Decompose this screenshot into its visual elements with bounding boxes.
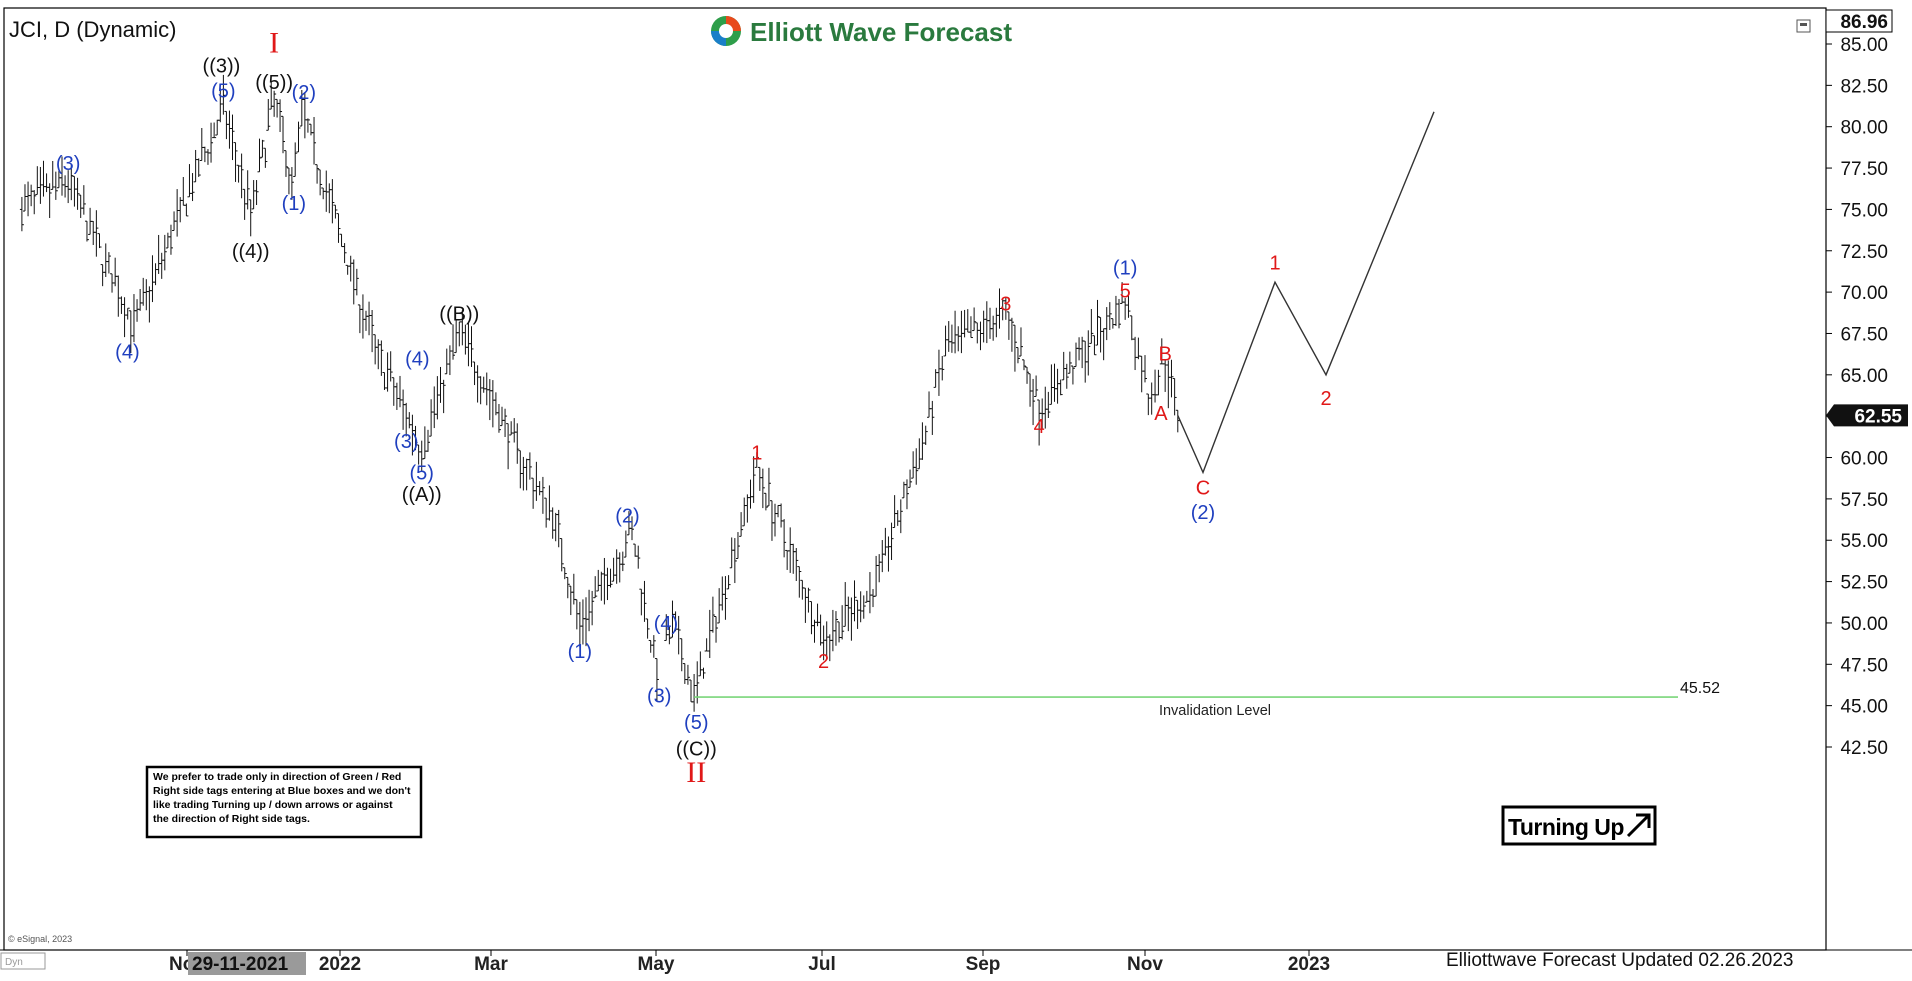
wave-label: (3) [56, 153, 80, 175]
updated-note: Elliottwave Forecast Updated 02.26.2023 [1446, 950, 1794, 971]
invalidation-value: 45.52 [1680, 680, 1720, 697]
wave-label: ((3)) [203, 56, 241, 78]
wave-label: (3) [647, 686, 671, 708]
invalidation-label: Invalidation Level [1159, 703, 1271, 719]
y-tick-label: 65.00 [1840, 366, 1888, 387]
y-tick-label: 80.00 [1840, 118, 1888, 139]
wave-label: II [686, 756, 706, 789]
restore-window-icon[interactable] [1796, 19, 1811, 33]
wave-label: (4) [405, 348, 429, 370]
brand-logo: Elliott Wave Forecast [711, 16, 1012, 47]
wave-label: (2) [292, 82, 316, 104]
y-tick-label: 72.50 [1840, 242, 1888, 263]
wave-label: 2 [1320, 388, 1331, 410]
wave-label: (1) [1113, 257, 1137, 279]
y-tick-label: 42.50 [1840, 738, 1888, 759]
wave-label: ((4)) [232, 241, 270, 263]
x-axis: Nov 2022 Mar May Jul Sep Nov 2023 [169, 950, 1330, 975]
wave-label: 3 [1000, 294, 1011, 316]
x-tick-label: 2022 [319, 954, 361, 975]
wave-label: (1) [568, 641, 592, 663]
turning-up-label: Turning Up [1508, 814, 1624, 840]
y-tick-label: 77.50 [1840, 159, 1888, 180]
wave-label: 2 [818, 651, 829, 673]
y-tick-label: 70.00 [1840, 283, 1888, 304]
wave-label: ((B)) [439, 304, 479, 326]
arrow-up-right-icon [1626, 813, 1651, 838]
turning-up-badge: Turning Up [1501, 805, 1657, 846]
copyright: © eSignal, 2023 [8, 934, 72, 944]
top-price-tag [1825, 9, 1893, 33]
wave-label: (5) [211, 80, 235, 102]
y-tick-label: 75.00 [1840, 200, 1888, 221]
note-line: We prefer to trade only in direction of … [153, 771, 401, 783]
date-cursor: 29-11-2021 [192, 954, 289, 975]
wave-label: I [269, 27, 279, 60]
x-tick-label: Nov [1127, 954, 1163, 975]
wave-label: C [1196, 477, 1210, 499]
wave-label: (5) [409, 462, 433, 484]
y-tick-label: 47.50 [1840, 655, 1888, 676]
wave-label: (2) [1191, 502, 1215, 524]
wave-label: (3) [394, 431, 418, 453]
price-bars [19, 74, 1180, 712]
x-tick-label: Jul [808, 954, 835, 975]
price-tags: 86.96 62.55 [1825, 9, 1908, 427]
wave-label: (1) [282, 193, 306, 215]
top-price-label: 86.96 [1840, 12, 1888, 33]
corner-tag: Dyn [5, 957, 23, 968]
wave-labels: (3)(4)((3))(5)((4))I((5))(2)(1)(4)(3)(5)… [56, 27, 1332, 789]
y-axis: 85.00 82.50 80.00 77.50 75.00 72.50 70.00 67.50… [1826, 35, 1888, 759]
note-line: the direction of Right side tags. [153, 813, 310, 825]
wave-label: B [1158, 343, 1171, 365]
trading-note-box: We prefer to trade only in direction of … [145, 765, 423, 839]
wave-label: A [1154, 403, 1168, 425]
wave-label: (2) [615, 505, 639, 527]
projection-line [1177, 111, 1435, 475]
brand-name: Elliott Wave Forecast [750, 17, 1012, 47]
projection-path [1177, 111, 1435, 475]
x-tick-label: Sep [966, 954, 1001, 975]
wave-label: (5) [684, 712, 708, 734]
y-tick-label: 45.00 [1840, 697, 1888, 718]
wave-label: 1 [751, 443, 762, 465]
wave-label: 5 [1120, 280, 1131, 302]
date-cursor-box [188, 952, 306, 975]
logo-center-icon [719, 24, 733, 38]
wave-label: (4) [654, 613, 678, 635]
x-tick-label: May [638, 954, 675, 975]
wave-label: 4 [1034, 416, 1045, 438]
y-tick-label: 60.00 [1840, 449, 1888, 470]
y-tick-label: 82.50 [1840, 76, 1888, 97]
symbol-title: JCI, D (Dynamic) [9, 17, 176, 42]
wave-label: ((C)) [676, 739, 717, 761]
wave-label: 1 [1269, 252, 1280, 274]
y-tick-label: 52.50 [1840, 573, 1888, 594]
last-price-tag [1826, 404, 1908, 427]
wave-label: (4) [115, 342, 139, 364]
wave-label: ((5)) [255, 72, 293, 94]
y-tick-label: 55.00 [1840, 531, 1888, 552]
x-tick-label: Mar [474, 954, 508, 975]
invalidation-level: Invalidation Level 45.52 [694, 680, 1720, 719]
note-line: like trading Turning up / down arrows or… [153, 799, 393, 811]
note-line: Right side tags entering at Blue boxes a… [153, 785, 411, 797]
corner-tag-box [0, 952, 46, 970]
wave-label: ((A)) [402, 484, 442, 506]
x-tick-label: 2023 [1288, 954, 1330, 975]
last-price-label: 62.55 [1854, 406, 1902, 427]
y-tick-label: 50.00 [1840, 614, 1888, 635]
y-tick-label: 85.00 [1840, 35, 1888, 56]
y-tick-label: 67.50 [1840, 324, 1888, 345]
y-tick-label: 57.50 [1840, 490, 1888, 511]
